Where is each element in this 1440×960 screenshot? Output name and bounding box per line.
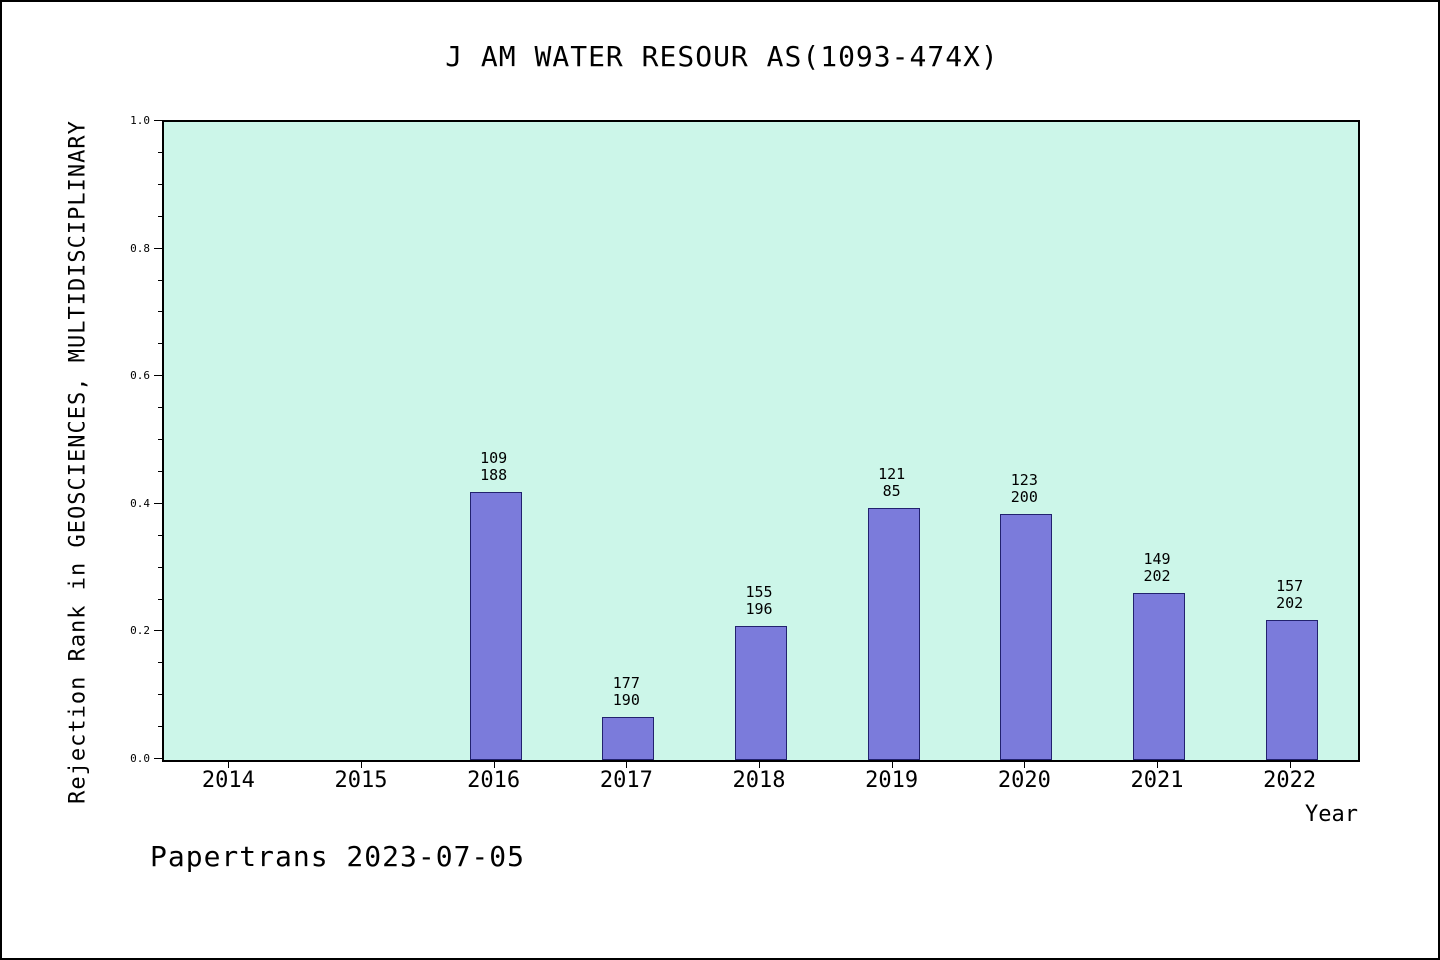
y-minor-tick	[158, 311, 162, 313]
y-major-tick	[154, 247, 162, 249]
bar-2017	[602, 717, 654, 760]
y-minor-tick	[158, 726, 162, 728]
bar-value-label: 157 202	[1276, 577, 1304, 612]
x-major-tick	[228, 760, 230, 768]
y-minor-tick	[158, 279, 162, 281]
y-tick-label: 0.6	[130, 369, 150, 383]
bar-2019	[868, 508, 920, 760]
y-minor-tick	[158, 534, 162, 536]
y-tick-label: 0.2	[130, 624, 150, 638]
y-major-tick	[154, 375, 162, 377]
y-minor-tick	[158, 470, 162, 472]
bar-value-label: 123 200	[1010, 471, 1038, 506]
y-minor-tick	[158, 662, 162, 664]
y-tick-label: 0.8	[130, 241, 150, 255]
bar-2018	[735, 626, 787, 760]
x-tick-label: 2016	[467, 768, 521, 793]
x-tick-label: 2014	[201, 768, 255, 793]
bar-2021	[1133, 593, 1185, 760]
x-major-tick	[493, 760, 495, 768]
y-tick-label: 0.0	[130, 752, 150, 765]
y-minor-tick	[158, 566, 162, 568]
bar-2022	[1266, 620, 1318, 760]
bar-value-label: 121 85	[878, 465, 906, 500]
bar-value-label: 149 202	[1143, 550, 1171, 585]
y-minor-tick	[158, 183, 162, 185]
y-minor-tick	[158, 151, 162, 153]
x-major-tick	[1024, 760, 1026, 768]
x-tick-label: 2019	[865, 768, 919, 793]
y-major-tick	[154, 502, 162, 504]
footer-text: Papertrans 2023-07-05	[150, 840, 526, 873]
chart-title: J AM WATER RESOUR AS(1093-474X)	[445, 40, 999, 73]
x-major-tick	[1289, 760, 1291, 768]
y-minor-tick	[158, 439, 162, 440]
bar-value-label: 109 188	[480, 449, 508, 484]
bar-2016	[470, 492, 522, 760]
x-tick-label: 2020	[997, 768, 1051, 793]
y-minor-tick	[158, 407, 162, 409]
x-tick-label: 2017	[599, 768, 653, 793]
plot-area	[162, 120, 1360, 762]
y-axis-title: Rejection Rank in GEOSCIENCES, MULTIDISC…	[65, 120, 91, 804]
y-minor-tick	[158, 598, 162, 600]
bar-value-label: 155 196	[745, 583, 773, 618]
x-tick-label: 2018	[732, 768, 786, 793]
x-major-tick	[1157, 760, 1158, 768]
x-major-tick	[361, 760, 362, 768]
x-tick-label: 2015	[334, 768, 388, 793]
y-minor-tick	[158, 343, 162, 345]
bar-2020	[1000, 514, 1052, 760]
x-tick-label: 2021	[1130, 768, 1184, 793]
y-tick-label: 1.0	[130, 114, 150, 127]
y-major-tick	[154, 758, 162, 759]
bar-value-label: 177 190	[612, 674, 640, 709]
y-tick-label: 0.4	[130, 496, 150, 510]
x-major-tick	[759, 760, 760, 768]
x-axis-title: Year	[1305, 802, 1358, 827]
x-major-tick	[891, 760, 893, 768]
y-minor-tick	[158, 215, 162, 217]
y-major-tick	[154, 630, 162, 632]
y-minor-tick	[158, 694, 162, 696]
y-major-tick	[154, 120, 162, 121]
x-tick-label: 2022	[1263, 768, 1317, 793]
x-major-tick	[626, 760, 628, 768]
